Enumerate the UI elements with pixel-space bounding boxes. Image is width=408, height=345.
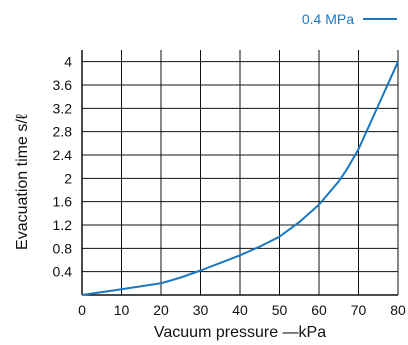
y-tick-label: 2.4 — [53, 147, 73, 163]
x-tick-label: 10 — [114, 302, 130, 318]
x-axis-title: Vacuum pressure —kPa — [154, 324, 326, 341]
grid — [82, 50, 399, 295]
y-tick-label: 1.2 — [53, 217, 73, 233]
tick-labels: 0 10 20 30 40 50 60 70 80 0.4 0.8 1.2 1.6 2 2.4 2.8 3.2 3… — [53, 54, 406, 318]
x-tick-label: 60 — [311, 302, 327, 318]
series-line-0-4-mpa — [81, 61, 399, 296]
legend: 0.4 MPa — [302, 11, 397, 27]
y-tick-label: 3.2 — [53, 100, 73, 116]
x-tick-label: 30 — [193, 302, 209, 318]
legend-label-0-4-mpa: 0.4 MPa — [302, 11, 354, 27]
series-lines — [81, 61, 399, 296]
axes — [81, 50, 398, 296]
x-tick-label: 50 — [272, 302, 288, 318]
y-tick-label: 0.8 — [53, 240, 73, 256]
x-tick-label: 20 — [153, 302, 169, 318]
y-tick-label: 0.4 — [53, 264, 73, 280]
y-tick-label: 4 — [64, 54, 72, 70]
y-tick-label: 2 — [64, 170, 72, 186]
x-tick-label: 80 — [390, 302, 406, 318]
y-tick-label: 1.6 — [53, 194, 73, 210]
y-tick-label: 2.8 — [53, 124, 73, 140]
x-tick-label: 70 — [351, 302, 367, 318]
y-axis-title: Evacuation time s/ℓ — [14, 114, 31, 250]
y-tick-label: 3.6 — [53, 77, 73, 93]
x-tick-label: 0 — [78, 302, 86, 318]
x-tick-label: 40 — [232, 302, 248, 318]
